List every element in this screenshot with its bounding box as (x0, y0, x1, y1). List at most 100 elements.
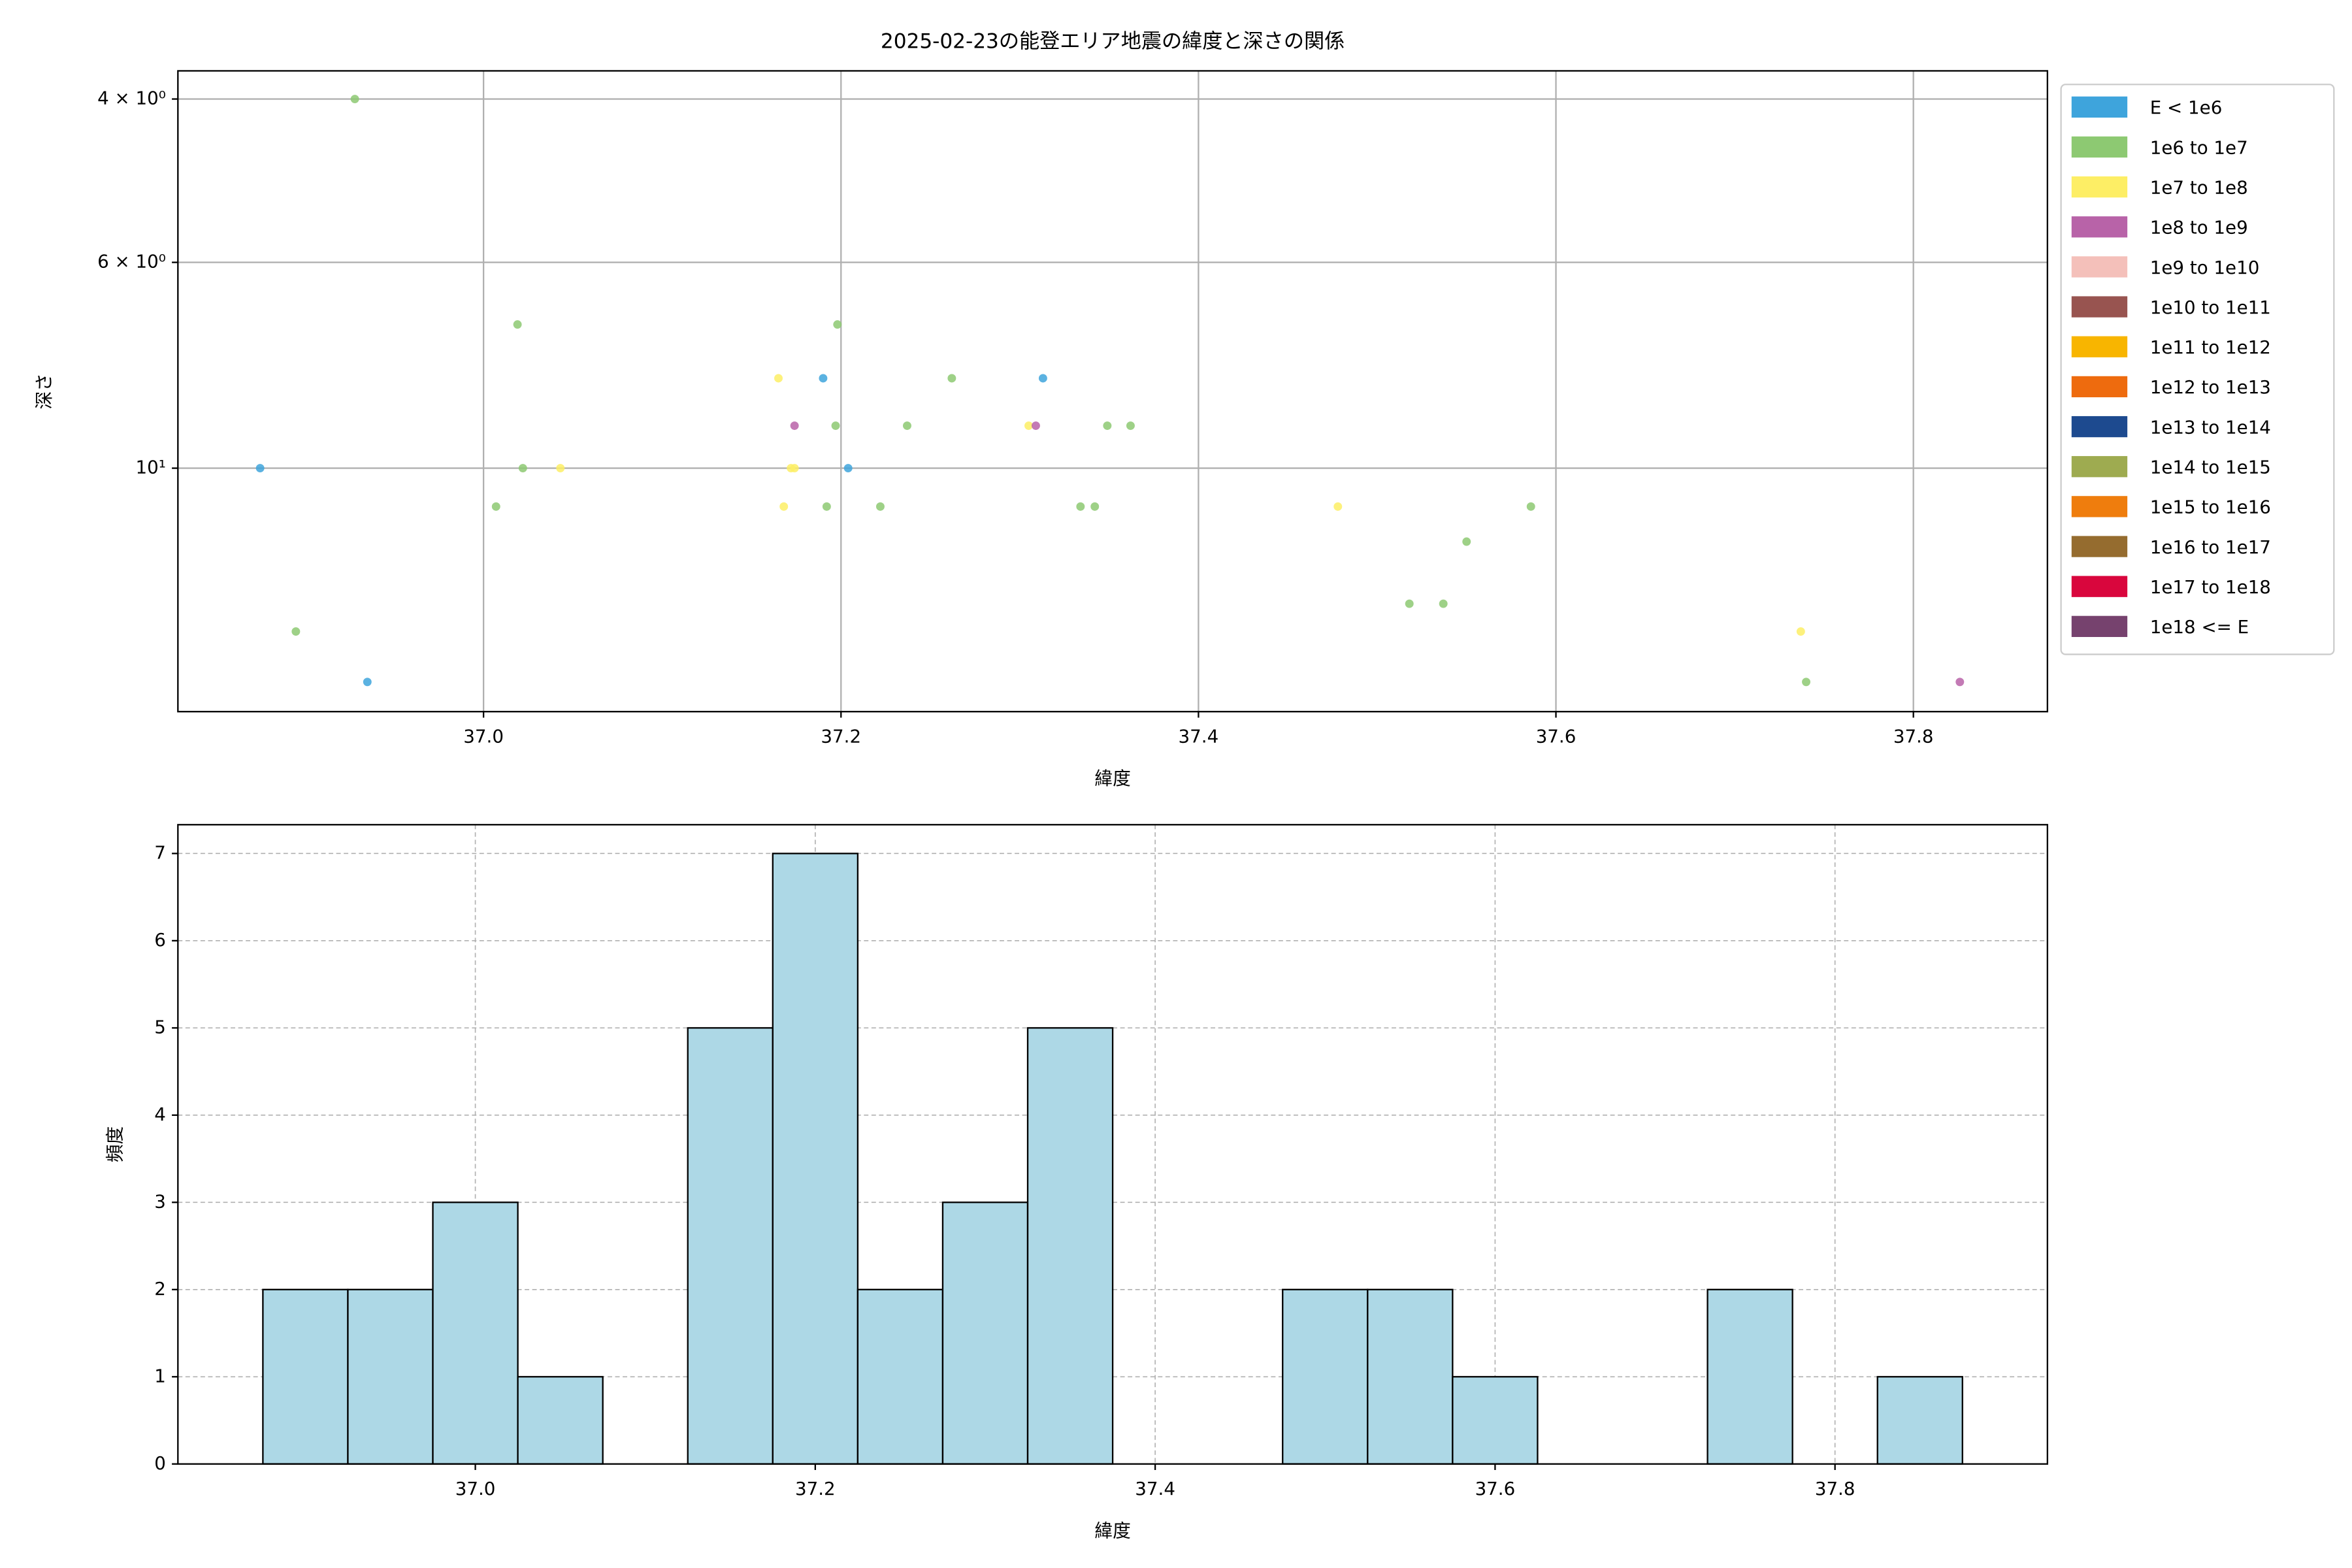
y-axis-label: 頻度 (105, 1126, 126, 1162)
histogram-bar (262, 1288, 349, 1465)
legend-label: 1e9 to 1e10 (2150, 257, 2260, 278)
x-tick-label: 37.0 (455, 1478, 496, 1499)
scatter-point (1024, 421, 1033, 431)
scatter-point (1462, 537, 1471, 546)
histogram-bar (1026, 1027, 1114, 1465)
legend-label: 1e12 to 1e13 (2150, 376, 2271, 398)
legend-swatch (2071, 615, 2128, 637)
scatter-point (518, 464, 527, 473)
plot-frame (177, 824, 2048, 1465)
y-axis-label: 深さ (33, 373, 55, 409)
x-tick-label: 37.2 (795, 1478, 836, 1499)
scatter-point (779, 502, 789, 511)
x-tick-label: 37.8 (1893, 725, 1934, 747)
scatter-point (875, 502, 885, 511)
scatter-point (774, 374, 783, 383)
y-tick-label: 6 × 10⁰ (97, 251, 166, 272)
scatter-point (1802, 678, 1810, 687)
chart-title: 2025-02-23の能登エリア地震の緯度と深さの関係 (881, 30, 1345, 54)
scatter-point (1333, 502, 1343, 511)
legend-label: 1e11 to 1e12 (2150, 336, 2271, 358)
scatter-point (903, 421, 911, 431)
legend-swatch (2071, 456, 2128, 478)
y-tick-label: 10¹ (136, 457, 166, 478)
scatter-point (1796, 627, 1805, 636)
scatter-point (1038, 374, 1047, 383)
legend-swatch (2071, 496, 2128, 517)
scatter-point (822, 502, 831, 511)
scatter-point (1526, 502, 1535, 511)
scatter-point (843, 464, 853, 473)
scatter-point (363, 678, 372, 687)
scatter-point (790, 421, 799, 431)
y-tick-label: 7 (154, 841, 166, 863)
legend-swatch (2071, 136, 2128, 158)
y-tick-label: 2 (154, 1278, 166, 1299)
legend-label: E < 1e6 (2150, 97, 2223, 118)
legend-swatch (2071, 336, 2128, 357)
legend-label: 1e7 to 1e8 (2150, 176, 2248, 198)
x-axis-label: 緯度 (1094, 1520, 1130, 1542)
scatter-point (255, 464, 265, 473)
legend-swatch (2071, 296, 2128, 318)
legend-box (2060, 84, 2335, 655)
scatter-point (831, 421, 840, 431)
x-axis-label: 緯度 (1094, 768, 1130, 789)
legend-label: 1e10 to 1e11 (2150, 297, 2271, 318)
legend-swatch (2071, 256, 2128, 278)
scatter-point (513, 320, 522, 329)
y-tick-label: 3 (154, 1190, 166, 1212)
scatter-point (1405, 599, 1414, 608)
histogram-bar (517, 1376, 604, 1465)
plot-frame (177, 70, 2048, 713)
scatter-point (833, 320, 842, 329)
x-tick-label: 37.0 (463, 725, 504, 747)
x-tick-label: 37.6 (1536, 725, 1576, 747)
scatter-point (1126, 421, 1135, 431)
histogram-bar (687, 1027, 774, 1465)
histogram-bar (347, 1288, 434, 1465)
histogram-bar (1452, 1376, 1539, 1465)
legend-swatch (2071, 376, 2128, 398)
legend-label: 1e18 <= E (2150, 616, 2249, 638)
scatter-point (556, 464, 565, 473)
scatter-point (1031, 421, 1040, 431)
scatter-point (1090, 502, 1100, 511)
legend-swatch (2071, 216, 2128, 238)
legend-swatch (2071, 536, 2128, 557)
y-tick-label: 4 × 10⁰ (97, 88, 166, 109)
legend-swatch (2071, 576, 2128, 597)
y-tick-label: 5 (154, 1016, 166, 1037)
scatter-point (819, 374, 828, 383)
legend-label: 1e14 to 1e15 (2150, 457, 2271, 478)
scatter-point (1103, 421, 1112, 431)
histogram-bar (432, 1201, 519, 1465)
legend-label: 1e13 to 1e14 (2150, 416, 2271, 438)
y-tick-label: 0 (154, 1452, 166, 1474)
histogram-bar (1876, 1376, 1963, 1465)
x-tick-label: 37.6 (1475, 1478, 1516, 1499)
legend-swatch (2071, 96, 2128, 118)
legend-swatch (2071, 416, 2128, 438)
histogram-bar (941, 1201, 1029, 1465)
y-tick-label: 1 (154, 1365, 166, 1386)
histogram-bar (1282, 1288, 1369, 1465)
x-tick-label: 37.8 (1815, 1478, 1855, 1499)
histogram-bar (1707, 1288, 1793, 1465)
scatter-point (291, 627, 301, 636)
legend-label: 1e17 to 1e18 (2150, 576, 2271, 598)
legend-label: 1e6 to 1e7 (2150, 137, 2248, 158)
scatter-point (1955, 678, 1965, 687)
histogram-bar (772, 853, 859, 1465)
legend-swatch (2071, 176, 2128, 198)
x-tick-label: 37.2 (821, 725, 861, 747)
scatter-point (1076, 502, 1085, 511)
histogram-bar (857, 1288, 944, 1465)
scatter-point (1439, 599, 1448, 608)
legend-label: 1e8 to 1e9 (2150, 217, 2248, 238)
scatter-point (350, 95, 359, 104)
x-tick-label: 37.4 (1179, 725, 1219, 747)
scatter-point (790, 464, 799, 473)
